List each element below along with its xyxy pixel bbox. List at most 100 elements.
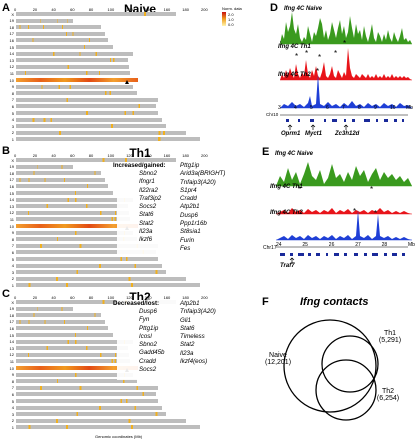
e-axis-label: 28 — [381, 242, 388, 248]
panel-d-letter: D — [270, 2, 278, 14]
th1-chrom-bar — [16, 191, 114, 195]
th2-xtick: 180 — [182, 295, 189, 300]
d-axis-label: 5 — [310, 105, 313, 111]
panel-e-4c-tracks: * * * * — [276, 162, 412, 264]
naive-chrom-bar — [16, 18, 74, 23]
naive-chrom-label: 9 — [11, 84, 14, 90]
th1-xtick: 20 — [32, 153, 38, 158]
gene-traf7: Traf7 — [280, 263, 295, 269]
th2-gene: Timeless — [180, 333, 205, 341]
naive-chrom-bar — [16, 117, 162, 122]
th2-gene-column-2: Atp2b1 Tnfaip3(A20) Gli1 Stat6 Timeless Stat2… — [180, 300, 216, 366]
th1-chrom-bar — [16, 224, 138, 228]
naive-chrom-label: 7 — [11, 97, 14, 103]
e-th1-4c-signal — [276, 208, 412, 214]
naive-chrom-label: 10 — [9, 77, 14, 83]
th2-chrom-label: 16 — [9, 325, 14, 331]
th2-chrom-label: 3 — [11, 411, 14, 417]
e-th1-star-2: * — [370, 185, 373, 194]
venn-circle-th2 — [315, 359, 377, 421]
th1-chrom-bar — [16, 171, 102, 176]
th2-xtick: 60 — [70, 295, 75, 300]
th2-chrom-label: 6 — [11, 391, 14, 397]
oprm1-arrow — [287, 124, 293, 130]
th2-chrom-label: 19 — [9, 306, 14, 312]
th1-gene: Ikzf6 — [139, 236, 153, 244]
e-th2-star-2: * — [374, 209, 377, 218]
th1-chrom-label: 3 — [11, 269, 14, 275]
th1-peak-star-4: * — [334, 49, 337, 58]
d-axis-label: 3 — [278, 105, 281, 111]
th2-xtick: 140 — [144, 295, 152, 300]
naive-chrom-label: 4 — [11, 117, 14, 123]
th2-chrom-bar — [16, 418, 187, 423]
legend-title: Norm. data — [222, 6, 242, 11]
th2-gene: Pttg1ip — [139, 324, 159, 332]
th2-gene: Stat2 — [180, 341, 195, 349]
naive-xtick: 140 — [144, 7, 152, 12]
th2-xtick: 0 — [14, 295, 17, 300]
th2-chrom-bar — [16, 352, 130, 357]
venn-th1-count: (5,291) — [378, 337, 402, 344]
th1-list-header: Increased/gained: — [113, 162, 166, 169]
naive-chrom-label: 13 — [9, 57, 14, 63]
naive-chrom-bar — [16, 25, 102, 30]
naive-chrom-bar — [16, 64, 130, 69]
th2-gene-box: Decreased/lost: Dusp6 Fyn Pttg1ip Icosl Sbno… — [113, 300, 252, 380]
th1-gene-column-2: Pttg1ip Arid3a(BRIGHT) Tnfaip3(A20) S1pr4 Cr… — [180, 162, 225, 253]
th2-chrom-bar — [16, 392, 157, 397]
panel-d-4c-tracks: * * * * * * * — [280, 12, 412, 130]
naive-xtick: 0 — [14, 7, 17, 12]
th2-gene: Sbno2 — [139, 341, 157, 349]
th1-peak-star-3: * — [318, 53, 321, 62]
naive-chrom-bar — [16, 31, 105, 36]
th2-chrom-label: 5 — [11, 398, 14, 404]
th2-chrom-label: 14 — [9, 339, 14, 345]
heat-legend: Norm. data 2.0 1.0 0.0 — [222, 6, 242, 27]
th1-gene: Arid3a(BRIGHT) — [180, 170, 226, 178]
th1-4c-signal — [280, 48, 412, 80]
th1-gene: Ppp1r16b — [180, 220, 207, 228]
th2-xtick: 100 — [107, 295, 115, 300]
th1-title: Th1 — [129, 146, 151, 160]
th1-chrom-label: 7 — [11, 243, 14, 249]
th1-xtick: 160 — [163, 153, 171, 158]
naive-chrom-label: 12 — [9, 64, 14, 70]
th1-gene-column-1: Sbno2 Ifngr1 Il22ra2 Traf3ip2 Socs2 Stat6 Stat… — [139, 170, 161, 245]
th2-chrom-bar — [16, 366, 138, 370]
th1-chrom-label: 10 — [9, 223, 14, 229]
naive-chrom-label: 1 — [11, 136, 14, 142]
th1-xtick: 0 — [14, 153, 17, 158]
th2-chrom-bar — [16, 405, 162, 410]
th1-chrom-bar — [16, 263, 162, 268]
th2-gene: Fyn — [139, 316, 150, 324]
th2-chrom-label: 4 — [11, 405, 14, 411]
naive-chrom-label: 14 — [9, 51, 14, 57]
th1-xtick: 180 — [182, 153, 189, 158]
th1-chrom-label: 8 — [11, 236, 14, 242]
th2-gene: Dusp6 — [139, 308, 157, 315]
naive-chrom-bar — [16, 78, 138, 82]
naive-chrom-label: 18 — [9, 24, 14, 30]
th1-chrom-label: 16 — [9, 183, 14, 189]
th1-xtick: 200 — [201, 153, 208, 158]
venn-naive-count: (12,201) — [264, 359, 292, 366]
th2-gene: Stat6 — [180, 324, 195, 332]
naive-xtick: 80 — [88, 7, 94, 12]
e-track-th2-label: Ifng 4C Th2 — [270, 210, 303, 216]
th1-gene: Traf3ip2 — [139, 194, 162, 202]
th2-chrom-label: 10 — [9, 365, 14, 371]
naive-chrom-bar — [16, 12, 176, 16]
th2-xtick: 80 — [88, 295, 94, 300]
e-th2-star-1: * — [353, 207, 356, 216]
th1-chrom-label: 6 — [11, 249, 14, 255]
d-track-th2-label: Ifng 4C Th2 — [278, 72, 311, 78]
th2-list-header: Decreased/lost: — [113, 300, 160, 307]
naive-xtick: 180 — [182, 7, 189, 12]
venn-th2-count: (6,254) — [376, 395, 400, 402]
e-axis-label: 27 — [355, 242, 361, 248]
gene-myct1: Myct1 — [305, 131, 323, 137]
th1-xtick: 40 — [51, 153, 56, 158]
th1-chrom-label: 19 — [9, 164, 14, 170]
panel-f-letter: F — [262, 296, 269, 308]
